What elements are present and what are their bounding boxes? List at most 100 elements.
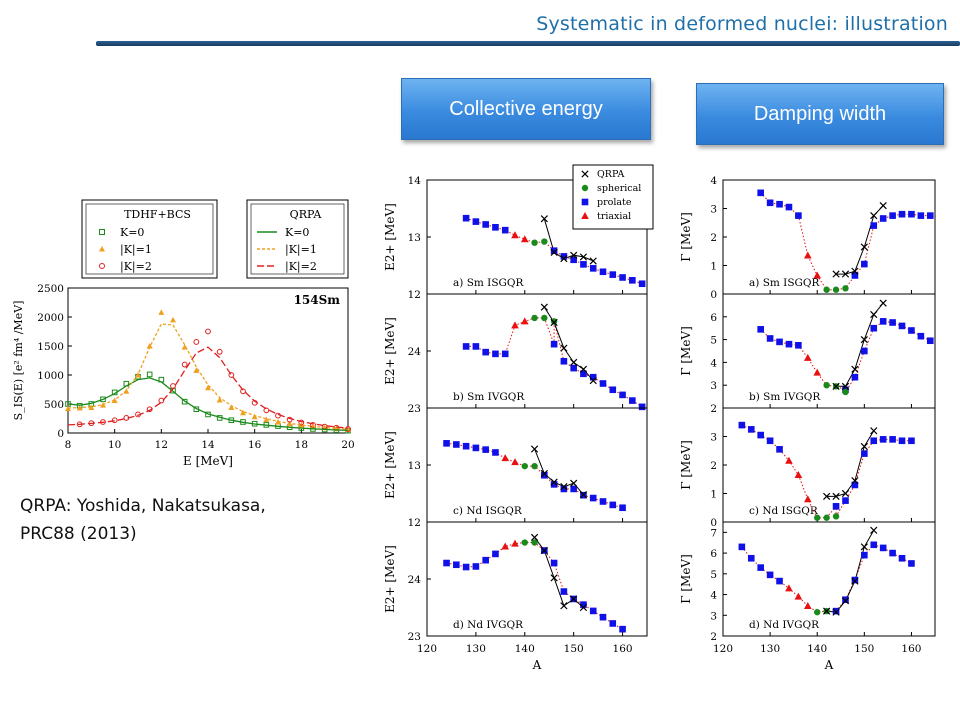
width-qrpa-point [870, 212, 878, 220]
energy-triaxial-point [511, 321, 519, 329]
energy-y-tick-label: 13 [408, 232, 421, 244]
energy-prolate-point [589, 494, 597, 502]
energy-prolate-point [472, 343, 480, 350]
energy-qrpa-point-b [570, 251, 578, 259]
energy-qrpa-point-b [579, 603, 588, 612]
width-qrpa-point-b [823, 607, 831, 615]
energy-prolate-point [462, 563, 470, 571]
width-prolate-point [785, 340, 793, 348]
energy-y-tick-label: 23 [408, 403, 421, 415]
width-prolate-point [889, 549, 896, 557]
x-tick-label: 10 [108, 439, 121, 451]
width-qrpa-point [832, 382, 840, 390]
energy-prolate-point [560, 588, 568, 595]
energy-y-tick-label: 12 [408, 517, 421, 529]
energy-y-axis-label: E2+ [MeV] [383, 431, 397, 499]
energy-prolate-point [492, 449, 499, 456]
width-prolate-point [766, 335, 774, 342]
energy-qrpa-point [540, 215, 548, 223]
width-qrpa-line [836, 302, 884, 387]
tdhf-k0-point [146, 371, 153, 378]
energy-triaxial-point [520, 317, 529, 325]
energy-qrpa-point-b [579, 365, 588, 373]
width-qrpa-point-b [841, 382, 850, 390]
width-y-axis-label: Γ [MeV] [679, 440, 693, 490]
energy-triaxial-point [501, 454, 510, 462]
width-prolate-point [757, 564, 764, 571]
energy-x-axis-label: A [532, 658, 542, 672]
width-prolate-point [908, 560, 915, 567]
width-triaxial-point [785, 584, 793, 592]
energy-prolate-point [560, 485, 568, 493]
energy-prolate-point [550, 340, 558, 348]
energy-qrpa-point [550, 478, 558, 486]
energy-spherical-point [531, 462, 538, 470]
energy-prolate-point [629, 397, 636, 404]
energy-legend-swatch [581, 212, 589, 219]
energy-qrpa-point-b [570, 358, 578, 367]
width-qrpa-point [841, 382, 850, 390]
energy-prolate-point [462, 343, 470, 350]
y-tick-label: 0 [57, 428, 64, 440]
qrpa-legend-entry: |K|=1 [285, 243, 317, 257]
tdhf-k1-point [251, 413, 258, 420]
width-prolate-point [898, 322, 906, 330]
tdhf-legend-title: TDHF+BCS [124, 208, 191, 221]
collective-energy-button[interactable]: Collective energy [401, 78, 651, 140]
qrpa-legend-entry: |K|=2 [285, 260, 317, 274]
width-y-tick-label: 2 [710, 403, 717, 415]
width-qrpa-point-b [860, 243, 868, 251]
width-prolate-point [738, 421, 746, 429]
energy-legend-swatch [581, 170, 589, 178]
energy-qrpa-point-b [570, 479, 578, 487]
energy-spherical-point [531, 239, 538, 246]
width-prolate-point [747, 426, 755, 433]
width-spherical-point [814, 514, 821, 521]
width-qrpa-point-b [851, 267, 859, 275]
energy-prolate-point [599, 380, 607, 387]
energy-prolate-point [501, 226, 509, 234]
width-prolate-point [861, 450, 868, 457]
title-rule [96, 41, 960, 46]
width-triaxial-point [785, 456, 793, 464]
width-prolate-point [832, 607, 840, 615]
energy-prolate-point [589, 265, 597, 272]
energy-prolate-point [580, 370, 587, 378]
energy-prolate-point [570, 485, 577, 493]
energy-x-tick-label: 150 [564, 643, 584, 655]
citation-line-2: PRC88 (2013) [20, 524, 137, 544]
energy-prolate-point [560, 357, 568, 365]
energy-panel-label: b) Sm IVGQR [453, 391, 525, 403]
width-y-tick-label: 0 [710, 517, 717, 529]
width-panel-label: b) Sm IVGQR [749, 391, 821, 403]
tdhf-legend-swatch [99, 263, 105, 269]
width-y-axis-label: Γ [MeV] [679, 326, 693, 376]
width-qrpa-line [826, 430, 875, 497]
width-prolate-point [908, 327, 915, 334]
width-qrpa-point-b [879, 299, 887, 307]
energy-y-axis-label: E2+ [MeV] [383, 545, 397, 613]
width-x-tick-label: 120 [713, 643, 733, 655]
width-qrpa-point [832, 270, 840, 278]
width-prolate-point [917, 332, 925, 340]
energy-prolate-point [638, 280, 646, 288]
energy-qrpa-point-b [560, 344, 568, 352]
energy-prolate-point [482, 446, 489, 453]
width-prolate-point [842, 497, 849, 504]
energy-prolate-point [550, 247, 558, 254]
width-qrpa-point [832, 608, 840, 616]
width-prolate-point [926, 212, 934, 219]
width-qrpa-point [851, 577, 859, 585]
width-y-axis-label: Γ [MeV] [679, 212, 693, 262]
width-prolate-point [870, 541, 878, 549]
damping-width-button[interactable]: Damping width [696, 83, 944, 145]
tdhf-k2-point [158, 397, 165, 404]
y-tick-label: 1000 [37, 370, 64, 382]
energy-qrpa-line [543, 218, 594, 262]
energy-y-axis-label: E2+ [MeV] [383, 317, 397, 385]
width-qrpa-point-b [841, 270, 850, 278]
tdhf-k1-point [205, 384, 211, 391]
width-qrpa-point-b [841, 597, 850, 605]
energy-qrpa-point [550, 318, 558, 327]
width-prolate-point [795, 212, 802, 219]
